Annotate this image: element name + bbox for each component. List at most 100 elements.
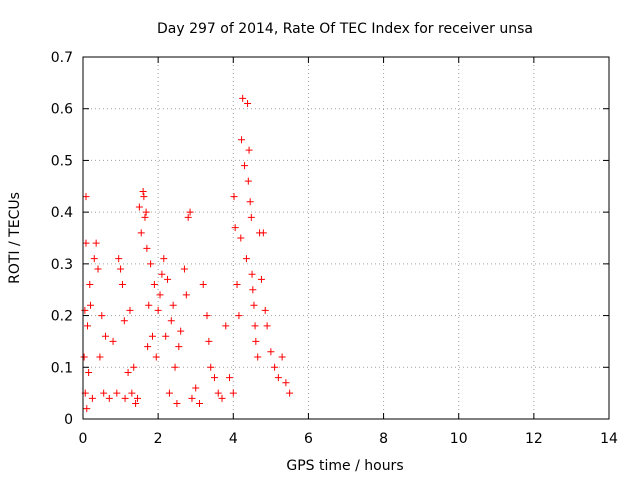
y-tick-label: 0.2 [51, 309, 73, 325]
data-point [130, 363, 138, 371]
data-point [242, 255, 250, 263]
data-point [137, 229, 145, 237]
data-point [218, 394, 226, 402]
x-tick-label: 6 [304, 431, 313, 447]
data-point [251, 322, 259, 330]
data-point [81, 306, 89, 314]
data-point [96, 353, 104, 361]
data-point [156, 291, 164, 299]
data-point [175, 343, 183, 351]
data-point [164, 275, 172, 283]
data-point [154, 306, 162, 314]
data-point [278, 353, 286, 361]
data-point [222, 322, 230, 330]
data-point [235, 312, 243, 320]
data-point [237, 234, 245, 242]
y-tick-label: 0.3 [51, 257, 73, 273]
data-point [282, 379, 290, 387]
data-point [84, 322, 92, 330]
data-point [184, 213, 192, 221]
data-point [254, 353, 262, 361]
data-point [188, 394, 196, 402]
data-point [248, 270, 256, 278]
data-point [230, 193, 238, 201]
data-point [246, 198, 254, 206]
data-point [186, 208, 194, 216]
data-point [92, 239, 100, 247]
data-point [177, 327, 185, 335]
data-point [82, 193, 90, 201]
data-point [80, 353, 88, 361]
data-point [231, 224, 239, 232]
y-axis-label: ROTI / TECUs [7, 192, 23, 284]
x-axis-label: GPS time / hours [286, 458, 403, 474]
x-tick-label: 12 [525, 431, 543, 447]
data-point [117, 265, 125, 273]
data-point [98, 312, 106, 320]
data-point [199, 281, 207, 289]
data-point [100, 389, 108, 397]
data-point [173, 399, 181, 407]
data-point [87, 301, 95, 309]
x-tick-label: 0 [79, 431, 88, 447]
y-tick-label: 0.5 [51, 153, 73, 169]
y-tick-label: 0.6 [51, 102, 73, 118]
data-point [85, 368, 93, 376]
data-points [80, 94, 294, 413]
x-tick-labels: 0 2 4 6 8 10 12 14 [79, 431, 618, 447]
axis-ticks [82, 56, 610, 420]
x-tick-label: 4 [229, 431, 238, 447]
data-point [86, 281, 94, 289]
data-point [171, 363, 179, 371]
chart-title: Day 297 of 2014, Rate Of TEC Index for r… [157, 21, 533, 37]
data-point [124, 368, 132, 376]
data-point [249, 286, 257, 294]
data-point [245, 146, 253, 154]
data-point [263, 322, 271, 330]
data-point [149, 332, 157, 340]
x-tick-label: 8 [379, 431, 388, 447]
data-point [205, 337, 213, 345]
data-point [239, 94, 247, 102]
grid-lines [83, 57, 609, 419]
data-point [233, 281, 241, 289]
data-point [207, 363, 215, 371]
data-point [88, 394, 96, 402]
data-point [203, 312, 211, 320]
data-point [90, 255, 98, 263]
data-point [128, 389, 136, 397]
data-point [229, 389, 237, 397]
data-point [132, 399, 140, 407]
data-point [195, 399, 203, 407]
data-point [192, 384, 200, 392]
data-point [105, 394, 113, 402]
data-point [160, 255, 168, 263]
data-point [286, 389, 294, 397]
y-tick-label: 0.1 [51, 360, 73, 376]
data-point [102, 332, 110, 340]
data-point [214, 389, 222, 397]
data-point [142, 208, 150, 216]
data-point [241, 162, 249, 170]
data-point [180, 265, 188, 273]
data-point [145, 301, 153, 309]
data-point [139, 187, 147, 195]
data-point [143, 244, 151, 252]
data-point [94, 265, 102, 273]
data-point [182, 291, 190, 299]
data-point [267, 348, 275, 356]
data-point [271, 363, 279, 371]
x-tick-label: 14 [600, 431, 618, 447]
data-point [133, 394, 141, 402]
x-tick-label: 2 [154, 431, 163, 447]
data-point [147, 260, 155, 268]
y-tick-labels: 0 0.1 0.2 0.3 0.4 0.5 0.6 0.7 [51, 50, 73, 428]
data-point [244, 177, 252, 185]
data-point [144, 343, 152, 351]
data-point [167, 317, 175, 325]
data-point [244, 100, 252, 108]
x-tick-label: 10 [450, 431, 468, 447]
data-point [135, 203, 143, 211]
data-point [141, 213, 149, 221]
